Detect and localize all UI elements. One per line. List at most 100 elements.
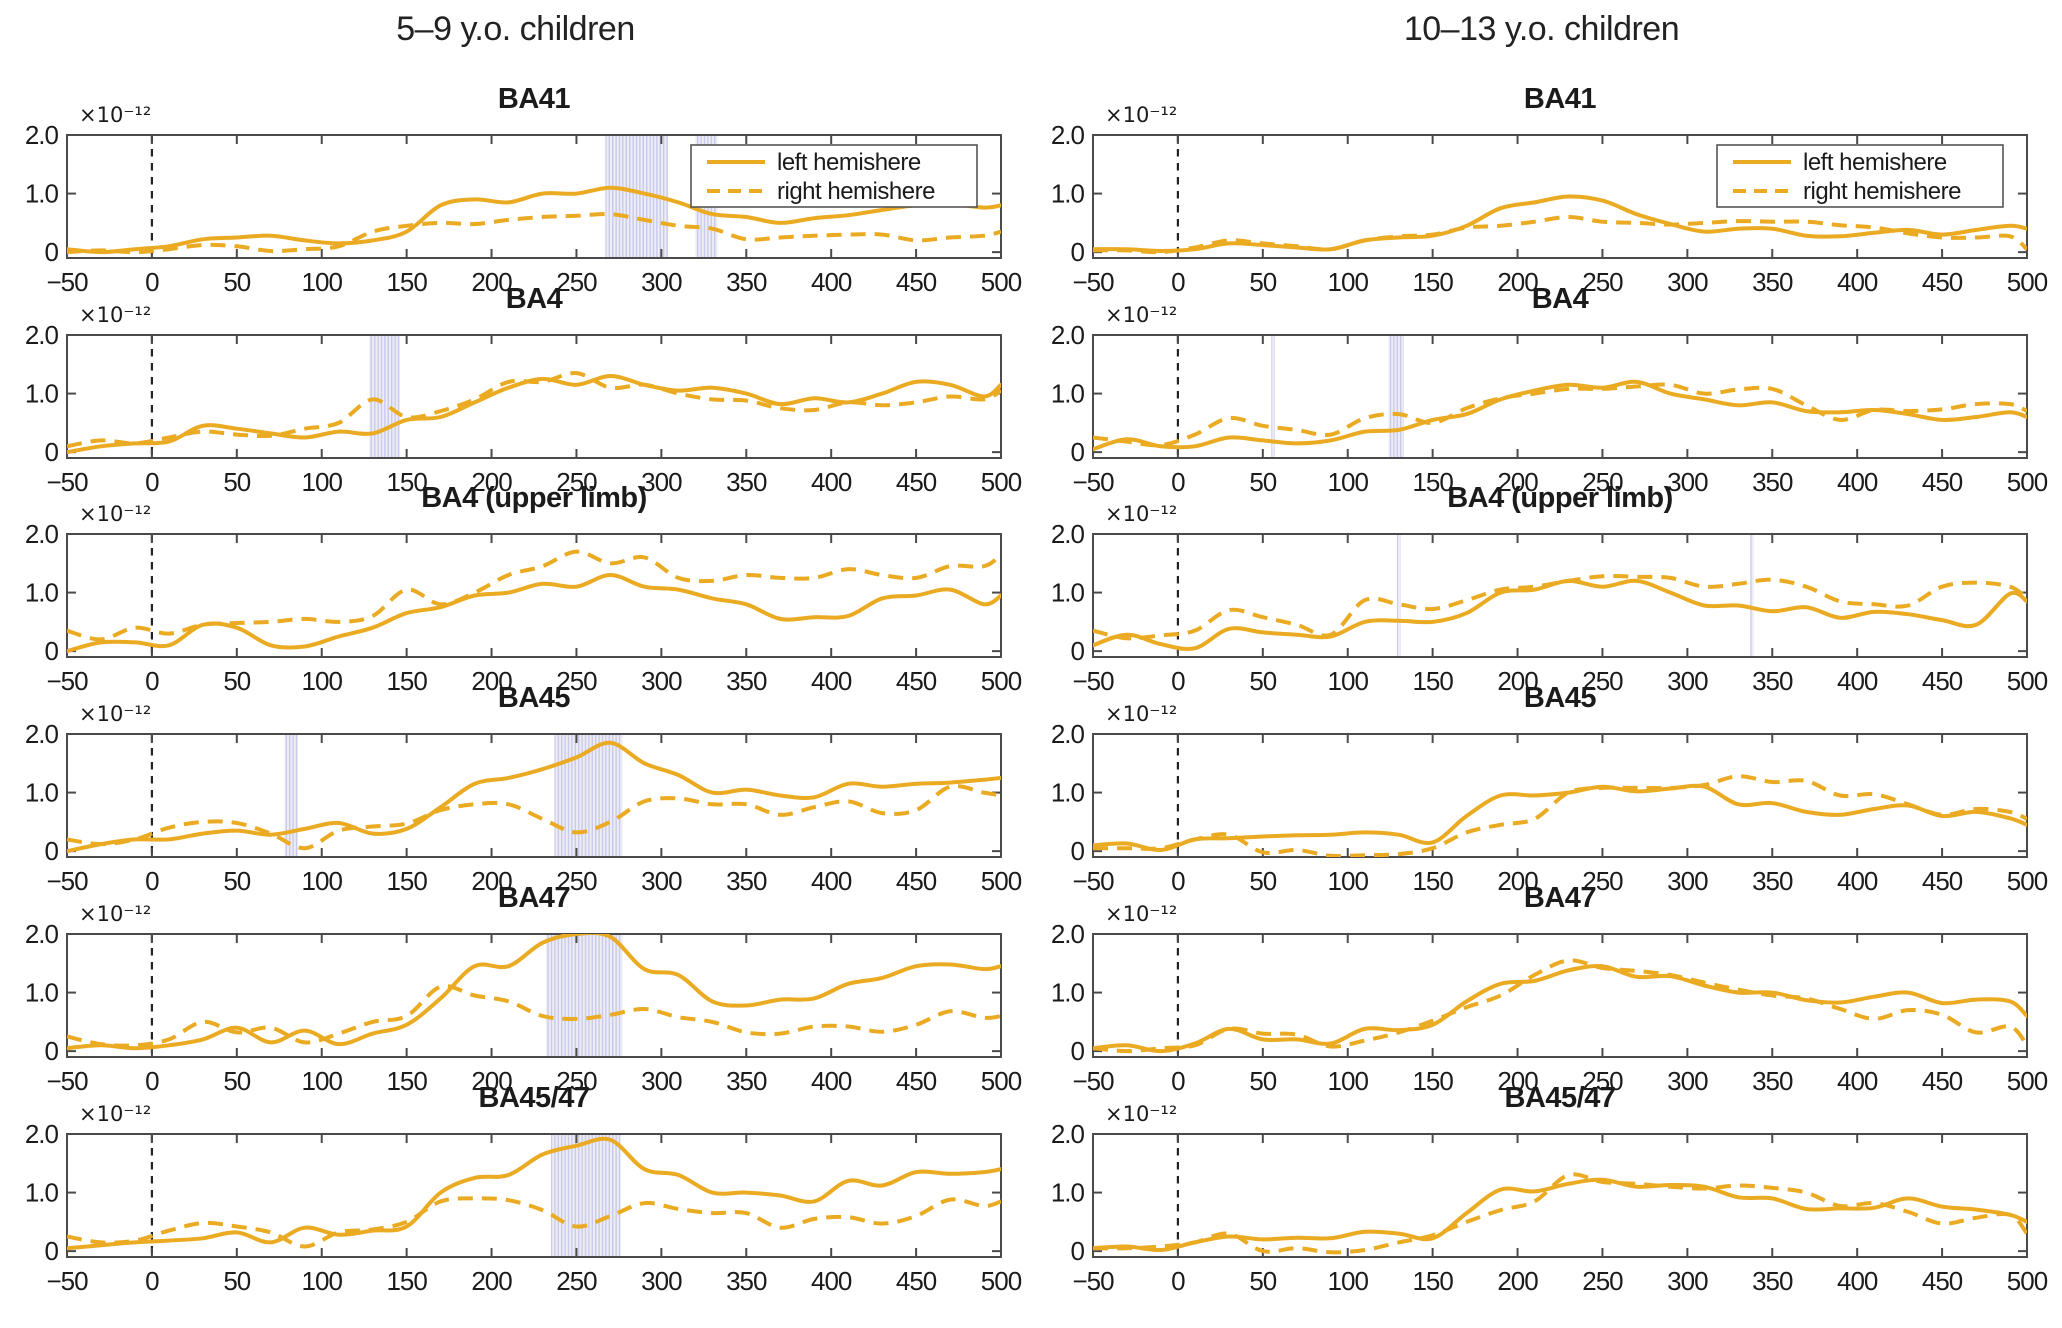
x-tick-label: 350 <box>726 666 767 696</box>
x-tick-label: 200 <box>1497 467 1538 497</box>
plot-title: BA41 <box>1524 83 1597 115</box>
x-tick-label: 350 <box>726 467 767 497</box>
significance-band <box>1271 334 1275 458</box>
x-tick-label: 200 <box>471 267 512 297</box>
x-tick-label: 450 <box>896 866 937 896</box>
y-scale-exponent-label: ×10⁻¹² <box>79 702 151 726</box>
x-tick-label: 150 <box>1412 666 1453 696</box>
x-tick-label: 350 <box>1752 467 1793 497</box>
x-tick-label: 350 <box>1752 267 1793 297</box>
x-tick-label: 450 <box>1922 1266 1963 1296</box>
x-tick-label: 400 <box>811 866 852 896</box>
x-tick-label: 0 <box>1171 1066 1185 1096</box>
y-scale-exponent-label: ×10⁻¹² <box>1105 103 1177 127</box>
x-tick-label: 0 <box>1171 866 1185 896</box>
x-tick-label: 350 <box>1752 866 1793 896</box>
x-tick-label: 300 <box>641 1266 682 1296</box>
axes-box <box>1092 533 2028 659</box>
x-tick-label: −50 <box>46 1266 88 1296</box>
x-tick-label: 450 <box>1922 467 1963 497</box>
x-tick-label: 250 <box>556 267 597 297</box>
x-tick-label: 400 <box>1837 267 1878 297</box>
plot-title: BA47 <box>498 882 570 914</box>
x-tick-label: 450 <box>1922 267 1963 297</box>
x-tick-label: 300 <box>1667 866 1708 896</box>
x-tick-label: −50 <box>46 1066 88 1096</box>
x-tick-label: 0 <box>1171 467 1185 497</box>
subplot-ba41-younger: BA41×10⁻¹²−50 0 50 100 150 200 250 300 350 400 450… <box>25 83 1023 297</box>
x-tick-label: 250 <box>556 1266 597 1296</box>
y-tick-label: 2.0 <box>25 1119 59 1149</box>
x-tick-label: 0 <box>145 267 159 297</box>
x-tick-label: 250 <box>556 1066 597 1096</box>
right-hemisphere-curve <box>67 370 1001 448</box>
x-tick-label: 300 <box>1667 1266 1708 1296</box>
subplot-ba45-older: BA45×10⁻¹²−50 0 50 100 150 200 250 300 350 400 450… <box>1051 682 2049 896</box>
y-tick-label: 0 <box>45 437 59 467</box>
axes-box <box>66 932 1002 1058</box>
x-tick-label: 200 <box>471 467 512 497</box>
y-tick-label: 0 <box>45 637 59 667</box>
x-tick-label: 350 <box>726 267 767 297</box>
subplot-ba4-older: BA4×10⁻¹²−50 0 50 100 150 200 250 300 350 400 450 5… <box>1051 283 2049 497</box>
subplot-ba47-younger: BA47×10⁻¹²−50 0 50 100 150 200 250 300 350 400 450… <box>25 882 1023 1096</box>
x-tick-label: 450 <box>896 666 937 696</box>
y-tick-label: 2.0 <box>25 519 59 549</box>
x-tick-label: 250 <box>1582 1066 1623 1096</box>
x-tick-label: 150 <box>386 866 427 896</box>
x-tick-label: 400 <box>1837 1266 1878 1296</box>
x-tick-label: 100 <box>1328 467 1369 497</box>
significance-band <box>369 334 400 458</box>
y-tick-label: 1.0 <box>25 1177 59 1207</box>
subplot-ba41-older: BA41×10⁻¹²−50 0 50 100 150 200 250 300 350 400 450… <box>1051 83 2049 297</box>
x-tick-label: −50 <box>1072 467 1114 497</box>
y-scale-exponent-label: ×10⁻¹² <box>1105 702 1177 726</box>
subplot-ba45-younger: BA45×10⁻¹²−50 0 50 100 150 200 250 300 350 400 450… <box>25 682 1023 896</box>
x-tick-label: 0 <box>1171 267 1185 297</box>
y-scale-exponent-label: ×10⁻¹² <box>1105 502 1177 526</box>
right-hemisphere-curve <box>1093 215 2027 255</box>
right-hemisphere-curve <box>67 983 1001 1048</box>
x-tick-label: 150 <box>1412 866 1453 896</box>
x-tick-label: 500 <box>981 1066 1022 1096</box>
subplot-ba45-47-younger: BA45/47×10⁻¹²−50 0 50 100 150 200 250 300 350 400… <box>25 1082 1023 1296</box>
x-tick-label: 100 <box>1328 866 1369 896</box>
plot-title: BA45/47 <box>1505 1082 1616 1114</box>
axes-box <box>66 733 1002 859</box>
x-tick-label: 450 <box>1922 1066 1963 1096</box>
x-tick-label: 150 <box>386 267 427 297</box>
x-tick-label: 100 <box>302 866 343 896</box>
x-tick-label: 350 <box>726 866 767 896</box>
x-tick-label: 500 <box>2007 666 2048 696</box>
left-hemisphere-curve <box>1093 579 2027 652</box>
x-tick-label: 400 <box>811 666 852 696</box>
x-tick-label: 150 <box>1412 1266 1453 1296</box>
x-tick-label: 100 <box>302 267 343 297</box>
legend-label: left hemishere <box>777 149 921 176</box>
left-hemisphere-curve <box>67 740 1001 854</box>
x-tick-label: 100 <box>302 1266 343 1296</box>
y-tick-label: 2.0 <box>1051 719 1085 749</box>
plot-title: BA45 <box>498 682 571 714</box>
significance-band <box>545 933 623 1057</box>
y-tick-label: 0 <box>45 1236 59 1266</box>
chart-column-younger: BA41 ×10⁻¹² −50 0 50 100 150 200 250 300 350 400 450… <box>25 83 1023 1296</box>
x-tick-label: −50 <box>1072 866 1114 896</box>
x-tick-label: 200 <box>471 666 512 696</box>
axes-box <box>66 533 1002 659</box>
x-tick-label: 200 <box>1497 866 1538 896</box>
left-hemisphere-curve <box>1093 783 2027 853</box>
right-hemisphere-curve <box>1093 1171 2027 1254</box>
right-hemisphere-curve <box>1093 382 2027 448</box>
x-tick-label: 450 <box>1922 666 1963 696</box>
x-tick-label: 100 <box>302 467 343 497</box>
x-tick-label: 400 <box>1837 666 1878 696</box>
x-tick-label: 300 <box>641 866 682 896</box>
y-tick-label: 0 <box>45 836 59 866</box>
y-tick-label: 2.0 <box>1051 120 1085 150</box>
y-tick-label: 2.0 <box>1051 320 1085 350</box>
plot-title: BA4 <box>506 283 563 315</box>
